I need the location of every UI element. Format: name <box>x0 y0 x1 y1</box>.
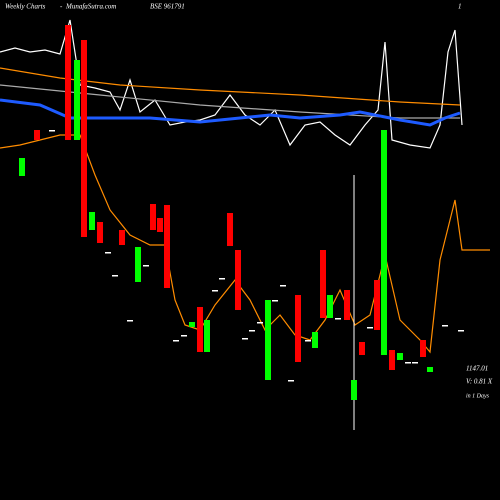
candle-body <box>105 252 111 254</box>
candle-body <box>135 247 141 282</box>
candle-body <box>204 320 210 352</box>
candle-body <box>280 285 286 287</box>
candle-body <box>288 380 294 382</box>
candle-body <box>112 275 118 277</box>
candle-body <box>164 205 170 288</box>
candle-body <box>344 290 350 320</box>
volume-label: V: 0.81 X <box>466 378 493 386</box>
candle-body <box>359 342 365 355</box>
candle-body <box>119 230 125 245</box>
candle-body <box>265 300 271 380</box>
candle-body <box>257 322 263 324</box>
candle-body <box>127 320 133 322</box>
candle-body <box>327 295 333 318</box>
candle-body <box>157 218 163 232</box>
candle-body <box>367 327 373 329</box>
indicator-line <box>0 67 461 106</box>
candle-body <box>405 362 411 364</box>
candle-body <box>49 130 55 132</box>
candle-body <box>219 278 225 280</box>
symbol: BSE 961791 <box>150 3 185 11</box>
period-label: in 1 Days <box>466 393 490 399</box>
candle-body <box>412 362 418 364</box>
candle-body <box>272 300 278 302</box>
candle-body <box>305 340 311 342</box>
candle-body <box>427 367 433 372</box>
candle-body <box>150 204 156 230</box>
candle-body <box>381 130 387 355</box>
candle-body <box>212 290 218 292</box>
candle-body <box>143 265 149 267</box>
candle-body <box>249 330 255 332</box>
candle-body <box>74 60 80 140</box>
candle-body <box>65 25 71 140</box>
chart-title: Weekly Charts <box>5 3 46 11</box>
candle-body <box>89 212 95 230</box>
candle-body <box>81 40 87 237</box>
candle-body <box>295 295 301 362</box>
candle-body <box>458 330 464 332</box>
candle-body <box>351 380 357 400</box>
site-name: MunafaSutra.com <box>65 3 116 11</box>
candle-body <box>442 325 448 327</box>
candle-body <box>235 250 241 310</box>
candle-body <box>320 250 326 318</box>
candle-body <box>19 158 25 176</box>
candle-body <box>335 318 341 320</box>
candle-body <box>397 353 403 360</box>
candle-body <box>34 130 40 140</box>
candle-body <box>389 350 395 370</box>
corner-label: 1 <box>458 3 462 11</box>
candle-body <box>374 280 380 330</box>
dash: - <box>60 3 63 11</box>
candle-body <box>312 332 318 348</box>
candle-body <box>242 338 248 340</box>
candle-body <box>420 340 426 357</box>
candle-body <box>189 322 195 327</box>
last-price: 1147.01 <box>466 365 488 373</box>
candle-body <box>227 213 233 246</box>
candle-body <box>181 335 187 337</box>
candle-body <box>173 340 179 342</box>
candle-body <box>197 307 203 352</box>
candle-body <box>97 222 103 243</box>
indicator-line <box>0 134 490 354</box>
